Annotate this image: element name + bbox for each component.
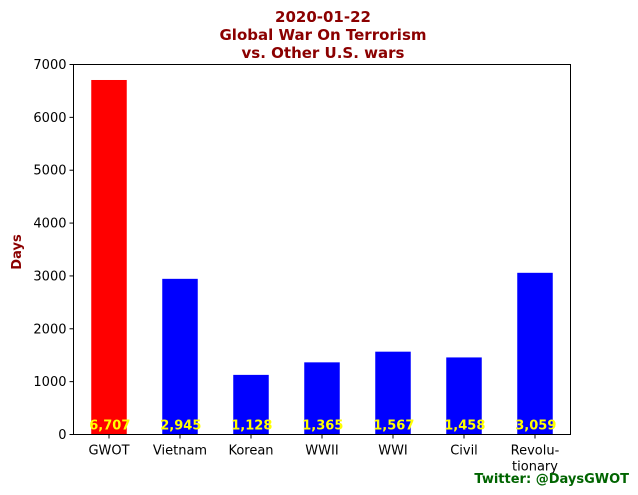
bars [91, 79, 553, 435]
x-axis-ticks: GWOT Vietnam Korean WWII WWI Civil Revolu-tion… [88, 434, 560, 475]
y-tick-label: 7000 [33, 58, 66, 73]
data-label: 1,128 [231, 419, 272, 434]
data-label: 1,458 [444, 419, 485, 434]
x-tick-label: tionary [512, 460, 558, 475]
chart-title-line-2: Global War On Terrorism [220, 26, 427, 44]
x-tick-label: Vietnam [153, 444, 207, 459]
x-tick-label: Revolu- [511, 444, 560, 459]
data-label: 3,059 [515, 419, 556, 434]
x-tick-label: WWI [378, 444, 408, 459]
chart-title: 2020-01-22 Global War On Terrorism vs. O… [220, 8, 427, 62]
bar [375, 351, 411, 435]
y-tick-label: 1000 [33, 375, 66, 390]
y-tick-label: 4000 [33, 217, 66, 232]
chart-title-line-3: vs. Other U.S. wars [242, 44, 405, 62]
y-axis-label: Days [10, 234, 25, 270]
y-axis-ticks: 0 1000 2000 3000 4000 5000 6000 7000 [33, 58, 74, 443]
y-tick-label: 2000 [33, 322, 66, 337]
data-label: 6,707 [89, 419, 130, 434]
data-label: 2,945 [160, 419, 201, 434]
twitter-credit: Twitter: @DaysGWOT [474, 472, 629, 487]
chart-title-line-1: 2020-01-22 [275, 8, 371, 26]
bar [233, 374, 269, 435]
y-tick-label: 3000 [33, 269, 66, 284]
x-tick-label: Korean [228, 444, 273, 459]
bar [517, 272, 553, 435]
data-labels: 6,707 2,945 1,128 1,365 1,567 1,458 3,059 [89, 419, 556, 434]
y-tick-label: 6000 [33, 111, 66, 126]
bar [91, 79, 127, 435]
bar [162, 278, 198, 435]
plot-frame [73, 64, 571, 435]
x-tick-label: WWII [305, 444, 338, 459]
y-tick-label: 5000 [33, 164, 66, 179]
y-tick-label: 0 [58, 428, 66, 443]
data-label: 1,567 [373, 419, 414, 434]
data-label: 1,365 [302, 419, 343, 434]
bar [304, 362, 340, 435]
x-tick-label: Civil [450, 444, 478, 459]
bar [446, 357, 482, 435]
x-tick-label: GWOT [88, 444, 129, 459]
